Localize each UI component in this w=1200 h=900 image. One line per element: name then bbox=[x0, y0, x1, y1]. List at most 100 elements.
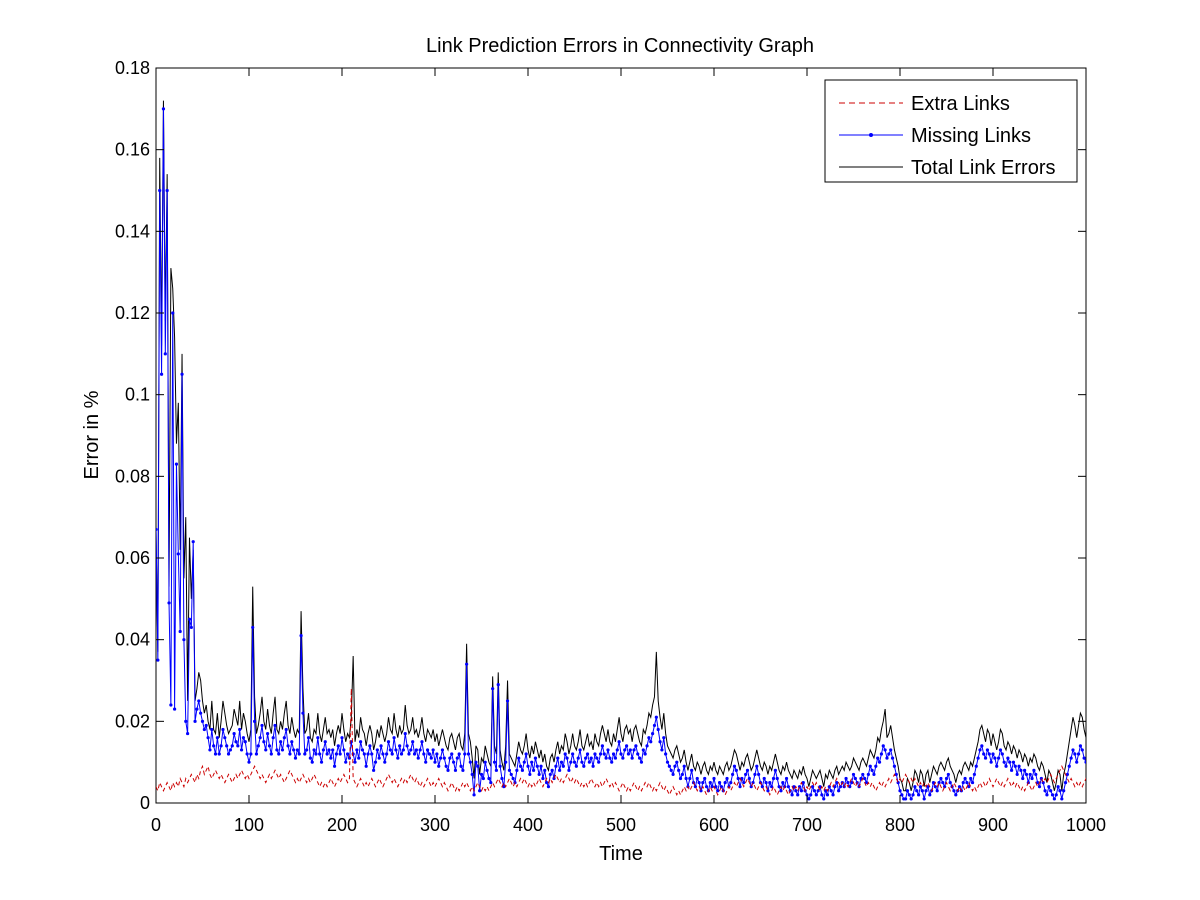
data-point bbox=[766, 789, 770, 793]
data-point bbox=[1021, 776, 1025, 781]
data-point bbox=[883, 748, 887, 752]
data-point bbox=[500, 776, 504, 781]
data-point bbox=[814, 793, 818, 797]
data-point bbox=[1024, 772, 1029, 777]
data-point bbox=[511, 776, 515, 781]
data-point bbox=[920, 789, 924, 793]
data-point bbox=[810, 785, 815, 789]
data-point bbox=[903, 797, 908, 801]
data-point bbox=[258, 736, 262, 740]
data-point bbox=[779, 789, 783, 793]
data-point bbox=[543, 768, 547, 772]
data-point bbox=[944, 776, 949, 781]
data-point bbox=[466, 752, 471, 756]
data-point bbox=[178, 629, 182, 634]
data-point bbox=[917, 793, 921, 797]
data-point bbox=[876, 756, 880, 760]
data-point bbox=[825, 793, 830, 797]
y-tick-label: 0.08 bbox=[115, 466, 150, 486]
data-point bbox=[931, 780, 936, 785]
data-point bbox=[379, 744, 383, 748]
data-point bbox=[638, 756, 642, 760]
data-point bbox=[617, 740, 621, 744]
data-point bbox=[660, 748, 664, 752]
data-point bbox=[1017, 764, 1021, 768]
data-point bbox=[985, 748, 990, 752]
data-point bbox=[1096, 756, 1099, 759]
data-point bbox=[613, 756, 618, 760]
plot-area bbox=[155, 67, 1087, 804]
data-point bbox=[306, 736, 311, 740]
data-point bbox=[892, 764, 897, 768]
data-point bbox=[807, 797, 811, 801]
data-point bbox=[390, 752, 394, 756]
data-point bbox=[546, 785, 551, 789]
data-point bbox=[239, 748, 244, 752]
data-point bbox=[332, 764, 337, 768]
data-point bbox=[626, 752, 631, 756]
data-point bbox=[598, 752, 603, 756]
data-point bbox=[342, 748, 346, 752]
data-point bbox=[725, 776, 729, 781]
data-point bbox=[266, 731, 270, 736]
data-point bbox=[414, 748, 418, 752]
data-point bbox=[299, 633, 303, 638]
data-point bbox=[909, 797, 913, 801]
data-point bbox=[522, 760, 526, 764]
data-point bbox=[230, 744, 234, 748]
data-point bbox=[504, 760, 508, 764]
y-tick-label: 0.1 bbox=[125, 385, 150, 405]
data-point bbox=[431, 748, 435, 752]
data-point bbox=[941, 780, 945, 785]
data-point bbox=[915, 789, 919, 793]
data-point bbox=[731, 772, 735, 777]
data-point bbox=[401, 748, 405, 752]
x-tick-label: 600 bbox=[699, 815, 729, 835]
data-point bbox=[336, 744, 340, 748]
data-point bbox=[338, 752, 342, 756]
data-point bbox=[360, 748, 365, 752]
data-point bbox=[864, 780, 869, 785]
data-point bbox=[658, 740, 662, 744]
data-point bbox=[824, 789, 828, 793]
data-point bbox=[491, 687, 495, 691]
data-point bbox=[682, 764, 686, 768]
data-point bbox=[223, 736, 227, 740]
data-point bbox=[794, 789, 798, 793]
data-point bbox=[654, 715, 658, 719]
data-point bbox=[1030, 776, 1034, 781]
data-point bbox=[394, 748, 398, 752]
data-point bbox=[831, 793, 835, 797]
data-point bbox=[433, 760, 437, 764]
data-point bbox=[1116, 761, 1119, 764]
data-point bbox=[184, 719, 188, 723]
data-point bbox=[1034, 772, 1038, 777]
data-point bbox=[163, 352, 167, 356]
data-point bbox=[967, 785, 971, 789]
data-point bbox=[225, 744, 229, 748]
data-point bbox=[505, 699, 510, 703]
data-point bbox=[489, 780, 493, 785]
data-point bbox=[537, 772, 541, 777]
data-point bbox=[829, 789, 833, 793]
data-point bbox=[219, 744, 223, 748]
data-point bbox=[606, 748, 610, 752]
data-point bbox=[533, 756, 538, 760]
data-point bbox=[1075, 760, 1079, 764]
data-point bbox=[345, 752, 350, 756]
data-point bbox=[427, 752, 432, 756]
data-point bbox=[905, 789, 910, 793]
data-point bbox=[386, 740, 391, 744]
data-point bbox=[234, 740, 238, 744]
data-point bbox=[442, 756, 446, 760]
data-point bbox=[624, 744, 629, 748]
data-point bbox=[671, 772, 675, 777]
data-point bbox=[801, 780, 805, 785]
data-point bbox=[585, 752, 590, 756]
data-point bbox=[448, 756, 452, 760]
data-point bbox=[520, 768, 525, 772]
data-point bbox=[963, 776, 967, 781]
data-point bbox=[589, 756, 593, 760]
data-point bbox=[703, 776, 707, 781]
data-point bbox=[848, 785, 852, 789]
